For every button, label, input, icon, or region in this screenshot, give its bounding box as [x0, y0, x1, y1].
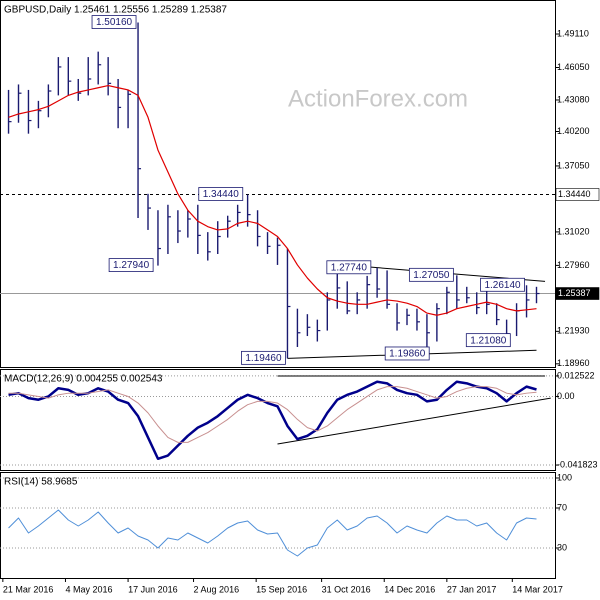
x-tick-label: 21 Mar 2016	[3, 584, 54, 594]
x-tick-label: 14 Dec 2016	[384, 584, 435, 594]
panel-frame	[0, 472, 556, 579]
annotation-box	[326, 260, 372, 275]
y-tick-label: 1.37050	[557, 160, 590, 170]
y-tick-label: 0.012522	[557, 370, 595, 380]
x-tick-label: 4 May 2016	[65, 584, 112, 594]
y-tick-label: 1.21930	[557, 326, 590, 336]
panel-title: MACD(12,26,9) 0.004255 0.002543	[4, 374, 163, 385]
panel-frame	[0, 369, 556, 471]
annotation-box	[465, 333, 511, 348]
annotation-label: 1.27940	[113, 260, 150, 271]
x-tick-label: 27 Jan 2017	[447, 584, 497, 594]
panel-title: GBPUSD,Daily 1.25461 1.25556 1.25289 1.2…	[4, 5, 227, 16]
annotation-box	[384, 346, 430, 361]
y-tick-label: 1.49110	[557, 28, 589, 38]
y-tick-label: 1.18960	[557, 358, 590, 368]
annotation-label: 1.27740	[331, 262, 368, 273]
annotation-box	[408, 267, 454, 282]
y-tick-label: -0.041823	[557, 459, 598, 469]
y-tick-label: 30	[557, 542, 567, 552]
y-tick-label: 1.40200	[557, 126, 590, 136]
y-tick-label: 1.46050	[557, 62, 590, 72]
y-tick-label: 1.31020	[557, 226, 590, 236]
annotation-label: 1.34440	[203, 189, 240, 200]
x-tick-label: 31 Oct 2016	[322, 584, 371, 594]
level-label: 1.25387	[558, 288, 591, 298]
panel-frame	[0, 0, 556, 368]
level-label-box	[555, 287, 600, 300]
trend-line	[277, 397, 551, 445]
annotation-label: 1.19860	[389, 349, 426, 360]
series-line	[8, 380, 537, 461]
y-tick-label: 0.00	[557, 391, 575, 401]
annotation-box	[480, 277, 525, 292]
level-label-box	[555, 188, 600, 201]
annotation-box	[108, 258, 154, 272]
x-tick-label: 15 Sep 2016	[256, 584, 307, 594]
annotation-box	[241, 350, 286, 365]
series-line	[8, 84, 537, 316]
panel-title: RSI(14) 58.9685	[4, 477, 78, 488]
y-tick-label: 70	[557, 502, 567, 512]
x-tick-label: 17 Jun 2016	[128, 584, 178, 594]
x-tick-label: 2 Aug 2016	[194, 584, 240, 594]
watermark: ActionForex.com	[288, 85, 468, 112]
annotation-label: 1.19460	[245, 353, 282, 364]
annotation-label: 1.26140	[484, 280, 521, 291]
annotation-label: 1.21080	[470, 335, 507, 346]
annotation-label: 1.50160	[96, 17, 133, 28]
x-tick-label: 14 Mar 2017	[512, 584, 563, 594]
annotation-label: 1.27050	[413, 270, 450, 281]
y-tick-label: 1.43080	[557, 94, 590, 104]
annotation-box	[91, 15, 137, 29]
series-line	[8, 386, 537, 443]
y-tick-label: 1.27960	[557, 260, 590, 270]
y-tick-label: 100	[557, 472, 572, 482]
level-label: 1.34440	[558, 189, 591, 199]
series-line	[8, 509, 537, 557]
annotation-box	[198, 187, 244, 201]
